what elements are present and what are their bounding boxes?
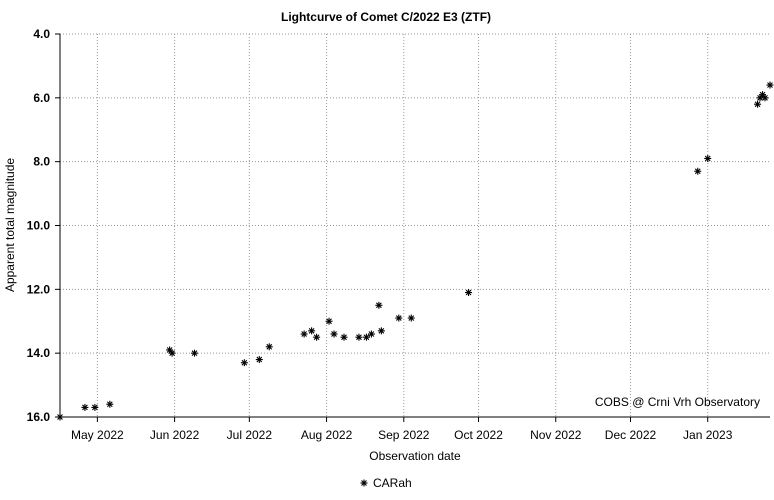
y-tick-label: 4.0	[33, 27, 50, 41]
data-point	[704, 154, 712, 162]
data-point	[81, 403, 89, 411]
y-axis-title: Apparent total magnitude	[3, 158, 17, 292]
data-point	[407, 314, 415, 322]
data-point	[325, 317, 333, 325]
x-tick-label: Dec 2022	[605, 428, 657, 442]
data-point	[91, 403, 99, 411]
x-tick-label: Aug 2022	[301, 428, 353, 442]
data-point	[313, 333, 321, 341]
x-axis-title: Observation date	[369, 449, 461, 463]
axes-layer	[55, 33, 770, 422]
y-tick-label: 12.0	[27, 282, 51, 296]
x-tick-label: Oct 2022	[454, 428, 503, 442]
y-tick-label: 10.0	[27, 219, 51, 233]
y-tick-label: 16.0	[27, 410, 51, 424]
x-tick-label: Nov 2022	[530, 428, 582, 442]
legend-marker-carah	[360, 479, 368, 487]
y-tick-label: 8.0	[33, 155, 50, 169]
grid-layer	[60, 33, 770, 418]
data-points	[56, 81, 774, 421]
data-point	[377, 327, 385, 335]
data-point	[367, 330, 375, 338]
x-tick-label: May 2022	[71, 428, 124, 442]
data-point	[355, 333, 363, 341]
y-tick-labels: 4.0 6.0 8.0 10.0 12.0 14.0 16.0	[27, 27, 51, 424]
data-point	[395, 314, 403, 322]
x-tick-label: Sep 2022	[378, 428, 430, 442]
y-tick-label: 14.0	[27, 346, 51, 360]
x-tick-label: Jan 2023	[683, 428, 733, 442]
data-point	[240, 359, 248, 367]
data-point	[694, 167, 702, 175]
legend-label-carah: CARah	[373, 476, 412, 490]
data-point	[265, 343, 273, 351]
data-point	[191, 349, 199, 357]
data-point	[465, 289, 473, 297]
data-point	[375, 301, 383, 309]
legend: CARah	[360, 476, 412, 490]
y-tick-label: 6.0	[33, 91, 50, 105]
data-point	[255, 356, 263, 364]
data-point	[300, 330, 308, 338]
x-tick-label: Jul 2022	[227, 428, 273, 442]
chart-title: Lightcurve of Comet C/2022 E3 (ZTF)	[281, 10, 491, 24]
data-point	[168, 349, 176, 357]
x-tick-labels: May 2022 Jun 2022 Jul 2022 Aug 2022 Sep 2022…	[71, 428, 733, 442]
source-annotation: COBS @ Crni Vrh Observatory	[595, 395, 760, 409]
legend-asterisk-icon	[360, 479, 368, 487]
data-point	[754, 100, 762, 108]
data-point	[761, 94, 769, 102]
data-point	[330, 330, 338, 338]
data-point	[308, 327, 316, 335]
x-tick-label: Jun 2022	[150, 428, 200, 442]
data-point	[56, 413, 64, 421]
data-point	[106, 400, 114, 408]
data-point	[340, 333, 348, 341]
data-point	[362, 333, 370, 341]
data-point	[766, 81, 774, 89]
